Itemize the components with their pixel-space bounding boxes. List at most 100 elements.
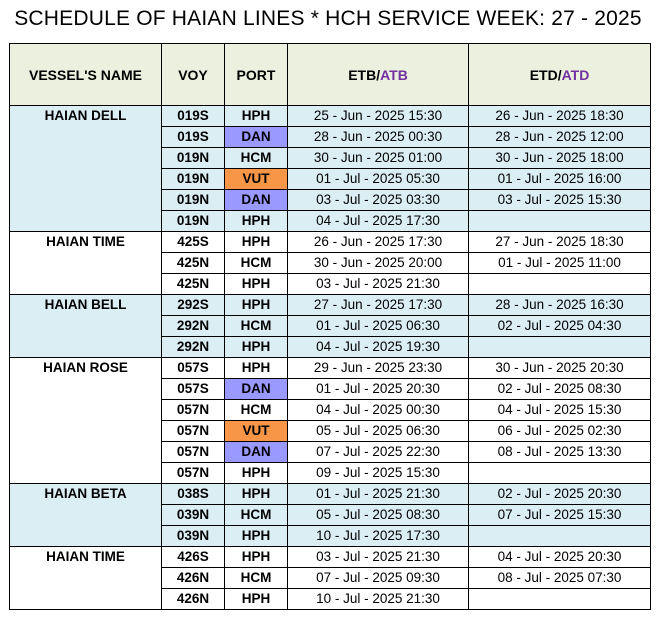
port-cell: HCM	[224, 567, 288, 589]
port-cell: VUT	[224, 168, 288, 190]
header-vessel: VESSEL'S NAME	[9, 43, 162, 106]
etd-cell	[468, 336, 651, 358]
etd-cell: 01 - Jul - 2025 11:00	[468, 252, 651, 274]
etb-cell: 25 - Jun - 2025 15:30	[287, 105, 469, 127]
header-etd-label: ETD/	[529, 66, 562, 83]
etb-cell: 01 - Jul - 2025 05:30	[287, 168, 469, 190]
etd-cell: 04 - Jul - 2025 15:30	[468, 399, 651, 421]
etb-cell: 05 - Jul - 2025 08:30	[287, 504, 469, 526]
etd-cell: 03 - Jul - 2025 15:30	[468, 189, 651, 211]
voyage-cell: 019S	[161, 126, 225, 148]
vessel-name: HAIAN BELL	[9, 294, 162, 358]
header-etd: ETD/ATD	[468, 43, 651, 106]
etb-cell: 07 - Jul - 2025 09:30	[287, 567, 469, 589]
voyage-cell: 019S	[161, 105, 225, 127]
etd-cell: 27 - Jun - 2025 18:30	[468, 231, 651, 253]
etd-cell	[468, 273, 651, 295]
etd-cell: 30 - Jun - 2025 18:00	[468, 147, 651, 169]
voyage-cell: 039N	[161, 525, 225, 547]
port-cell: VUT	[224, 420, 288, 442]
schedule-table: VESSEL'S NAME VOY PORT ETB/ATB ETD/ATD H…	[9, 43, 651, 610]
page-title: SCHEDULE OF HAIAN LINES * HCH SERVICE WE…	[14, 7, 642, 30]
voyage-cell: 057N	[161, 462, 225, 484]
etb-cell: 10 - Jul - 2025 21:30	[287, 588, 469, 610]
etb-cell: 03 - Jul - 2025 21:30	[287, 273, 469, 295]
voyage-cell: 057N	[161, 399, 225, 421]
etb-cell: 29 - Jun - 2025 23:30	[287, 357, 469, 379]
etd-cell: 08 - Jul - 2025 07:30	[468, 567, 651, 589]
voyage-cell: 038S	[161, 483, 225, 505]
schedule-row: HAIAN ROSE 057S HPH 29 - Jun - 2025 23:30 30…	[9, 357, 651, 484]
etb-cell: 04 - Jul - 2025 19:30	[287, 336, 469, 358]
voyage-cell: 426N	[161, 588, 225, 610]
voyage-cell: 019N	[161, 147, 225, 169]
voyage-cell: 019N	[161, 168, 225, 190]
etd-cell	[468, 525, 651, 547]
schedule-row: 039N HPH 10 - Jul - 2025 17:30	[10, 525, 651, 547]
voyage-cell: 057N	[161, 420, 225, 442]
port-cell: HPH	[224, 210, 288, 232]
etd-cell	[468, 462, 651, 484]
port-cell: HPH	[224, 525, 288, 547]
etb-cell: 26 - Jun - 2025 17:30	[287, 231, 469, 253]
etb-cell: 28 - Jun - 2025 00:30	[287, 126, 469, 148]
etb-cell: 09 - Jul - 2025 15:30	[287, 462, 469, 484]
port-cell: HCM	[224, 504, 288, 526]
schedule-row: 019N VUT 01 - Jul - 2025 05:30 01 - Jul - 2…	[10, 168, 651, 190]
voyage-cell: 057N	[161, 441, 225, 463]
etd-cell: 26 - Jun - 2025 18:30	[468, 105, 651, 127]
port-cell: DAN	[224, 378, 288, 400]
vessel-name: HAIAN BETA	[9, 483, 162, 547]
voyage-cell: 019N	[161, 210, 225, 232]
etb-cell: 07 - Jul - 2025 22:30	[287, 441, 469, 463]
etb-cell: 04 - Jul - 2025 17:30	[287, 210, 469, 232]
etb-cell: 01 - Jul - 2025 20:30	[287, 378, 469, 400]
header-etb: ETB/ATB	[287, 43, 469, 106]
etd-cell: 28 - Jun - 2025 12:00	[468, 126, 651, 148]
etb-cell: 30 - Jun - 2025 01:00	[287, 147, 469, 169]
voyage-cell: 292N	[161, 315, 225, 337]
schedule-row: 019N HPH 04 - Jul - 2025 17:30	[10, 210, 651, 232]
etb-cell: 27 - Jun - 2025 17:30	[287, 294, 469, 316]
etb-cell: 05 - Jul - 2025 06:30	[287, 420, 469, 442]
schedule-row: HAIAN TIME 425S HPH 26 - Jun - 2025 17:30 27…	[9, 231, 651, 295]
etd-cell: 01 - Jul - 2025 16:00	[468, 168, 651, 190]
port-cell: HCM	[224, 399, 288, 421]
etd-cell	[468, 210, 651, 232]
schedule-row: 292N HPH 04 - Jul - 2025 19:30	[10, 336, 651, 358]
port-cell: HPH	[224, 462, 288, 484]
header-port: PORT	[224, 43, 288, 106]
schedule-row: HAIAN BETA 038S HPH 01 - Jul - 2025 21:30 02…	[9, 483, 651, 547]
voyage-cell: 019N	[161, 189, 225, 211]
voyage-cell: 057S	[161, 357, 225, 379]
voyage-cell: 425N	[161, 252, 225, 274]
voyage-cell: 425S	[161, 231, 225, 253]
voyage-cell: 292S	[161, 294, 225, 316]
port-cell: HPH	[224, 294, 288, 316]
etb-cell: 01 - Jul - 2025 06:30	[287, 315, 469, 337]
schedule-row: 057N DAN 07 - Jul - 2025 22:30 08 - Jul - 2…	[10, 441, 651, 463]
voyage-cell: 426S	[161, 546, 225, 568]
port-cell: HPH	[224, 336, 288, 358]
voyage-cell: 057S	[161, 378, 225, 400]
schedule-row: HAIAN BELL 292S HPH 27 - Jun - 2025 17:30 28…	[9, 294, 651, 358]
header-atd-label: ATD	[561, 66, 590, 83]
schedule-row: 425N HPH 03 - Jul - 2025 21:30	[10, 273, 651, 295]
voyage-cell: 425N	[161, 273, 225, 295]
etd-cell: 08 - Jul - 2025 13:30	[468, 441, 651, 463]
etd-cell	[468, 588, 651, 610]
header-voy: VOY	[161, 43, 225, 106]
etb-cell: 30 - Jun - 2025 20:00	[287, 252, 469, 274]
etd-cell: 07 - Jul - 2025 15:30	[468, 504, 651, 526]
port-cell: DAN	[224, 189, 288, 211]
etd-cell: 06 - Jul - 2025 02:30	[468, 420, 651, 442]
port-cell: HCM	[224, 315, 288, 337]
schedule-row: HAIAN TIME 426S HPH 03 - Jul - 2025 21:30 04…	[9, 546, 651, 610]
voyage-cell: 292N	[161, 336, 225, 358]
header-etb-label: ETB/	[348, 66, 381, 83]
etd-cell: 04 - Jul - 2025 20:30	[468, 546, 651, 568]
voyage-cell: 426N	[161, 567, 225, 589]
port-cell: HPH	[224, 588, 288, 610]
etd-cell: 02 - Jul - 2025 20:30	[468, 483, 651, 505]
schedule-row: HAIAN DELL 019S HPH 25 - Jun - 2025 15:30 26…	[9, 105, 651, 232]
